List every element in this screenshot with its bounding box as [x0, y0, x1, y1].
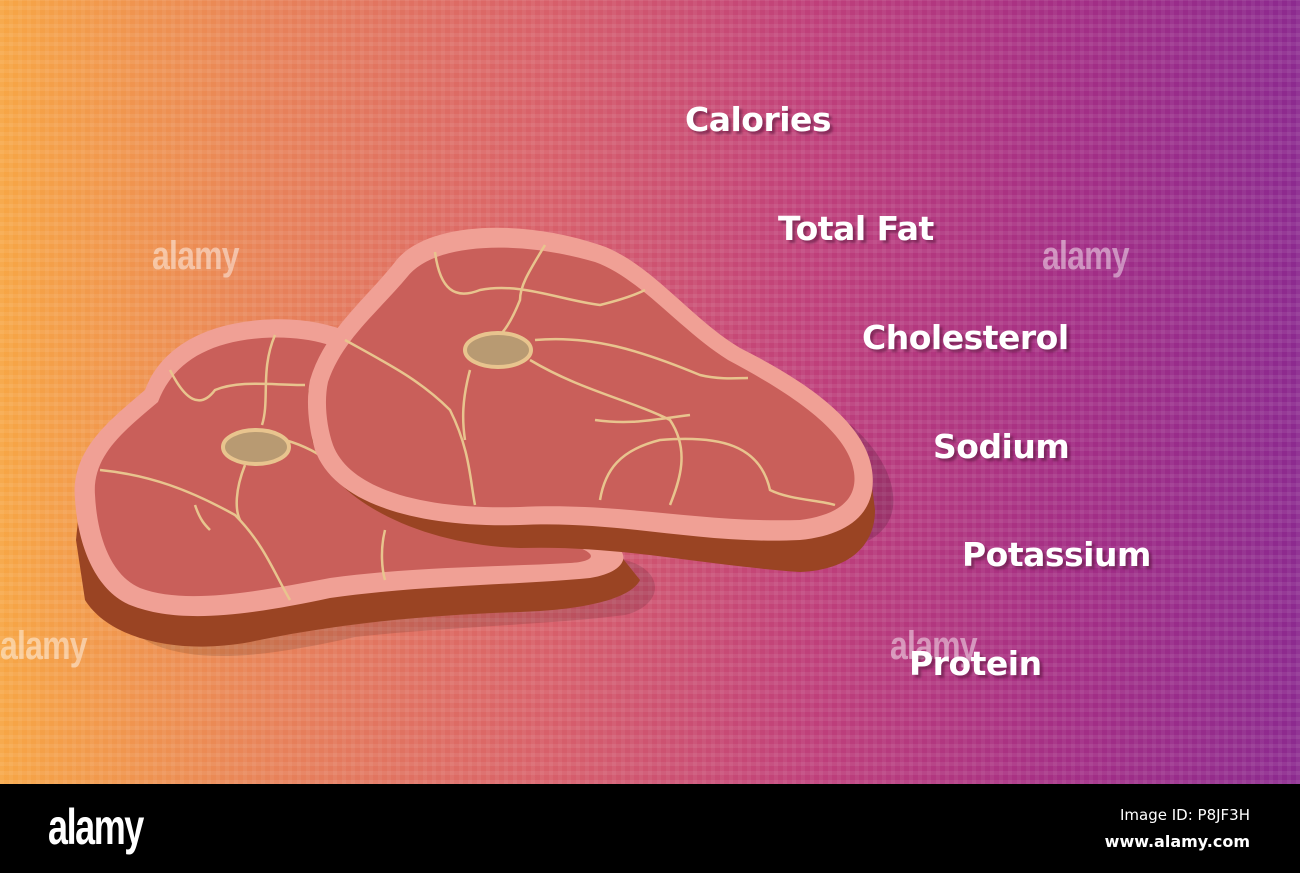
label-cholesterol: Cholesterol: [862, 318, 1069, 357]
alamy-logo: alamy: [48, 799, 144, 855]
watermark: alamy: [890, 624, 978, 668]
steaks-drawing: [74, 227, 894, 647]
site-url: www.alamy.com: [1104, 832, 1250, 851]
watermark: alamy: [1042, 234, 1130, 278]
image-id: Image ID: P8JF3H: [1119, 806, 1250, 824]
label-calories: Calories: [685, 100, 832, 139]
label-total-fat: Total Fat: [778, 209, 934, 248]
watermark: alamy: [152, 234, 240, 278]
label-protein: Protein: [909, 644, 1042, 683]
watermark: alamy: [0, 624, 88, 668]
footer-bar: alamy Image ID: P8JF3H www.alamy.com: [0, 784, 1300, 873]
label-sodium: Sodium: [933, 427, 1070, 466]
illustration: alamy alamy alamy alamy alamy: [0, 0, 1300, 784]
front-steak: [307, 227, 894, 572]
label-potassium: Potassium: [962, 535, 1151, 574]
